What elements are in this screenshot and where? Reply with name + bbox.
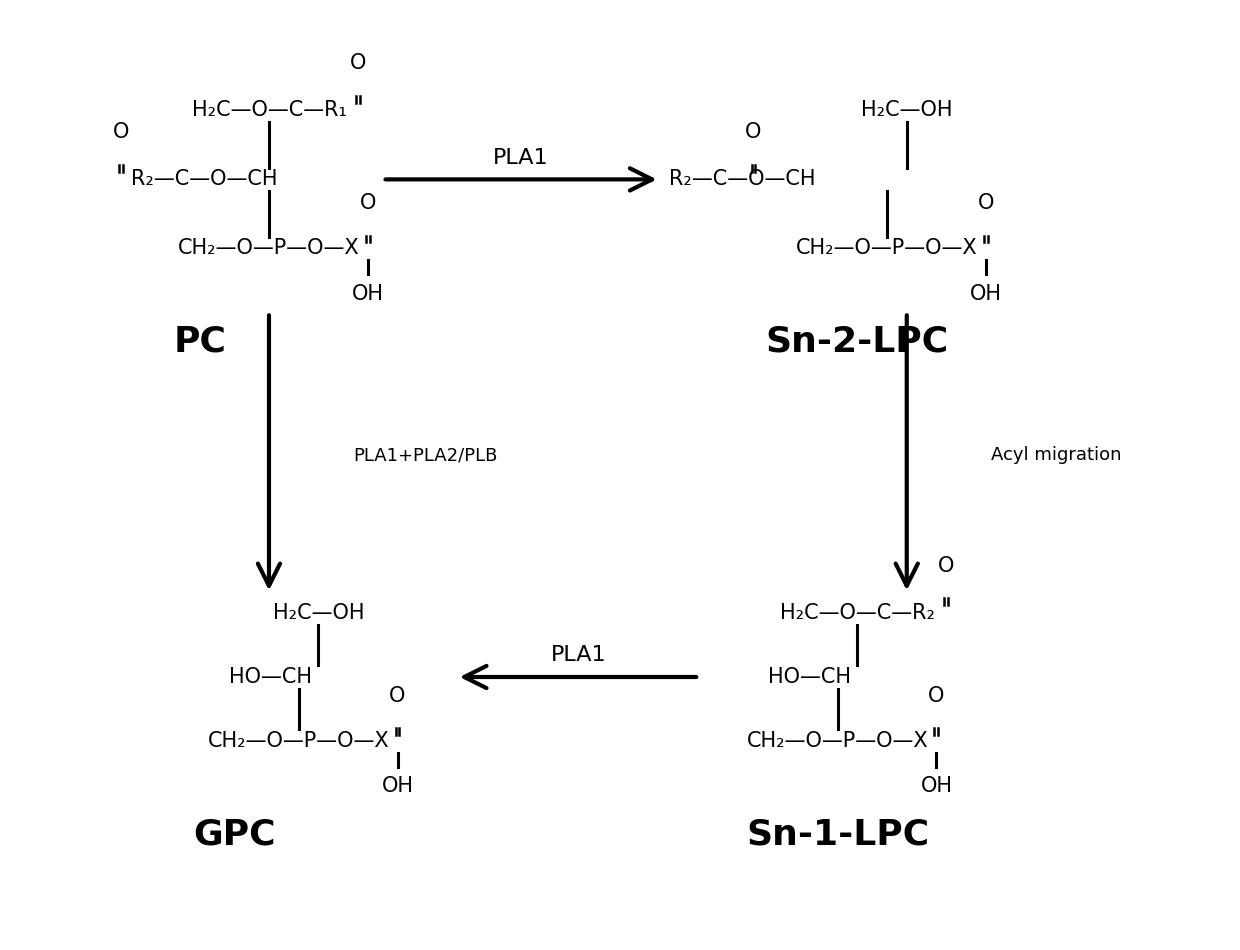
Text: OH: OH (382, 776, 413, 796)
Text: H₂C—O—C—R₁: H₂C—O—C—R₁ (191, 101, 346, 121)
Text: PC: PC (174, 325, 226, 359)
Text: O: O (350, 53, 366, 73)
Text: CH₂—O—P—O—X: CH₂—O—P—O—X (746, 732, 929, 751)
Text: CH₂—O—P—O—X: CH₂—O—P—O—X (796, 238, 978, 258)
Text: OH: OH (920, 776, 952, 796)
Text: Acyl migration: Acyl migration (991, 446, 1121, 465)
Text: O: O (929, 686, 945, 706)
Text: PLA1: PLA1 (494, 147, 549, 168)
Text: R₂—C—O—CH: R₂—C—O—CH (130, 169, 277, 189)
Text: H₂C—O—C—R₂: H₂C—O—C—R₂ (780, 603, 935, 623)
Text: Sn-2-LPC: Sn-2-LPC (766, 325, 949, 359)
Text: HO—CH: HO—CH (769, 667, 852, 687)
Text: H₂C—OH: H₂C—OH (273, 603, 365, 623)
Text: O: O (113, 123, 129, 142)
Text: HO—CH: HO—CH (229, 667, 312, 687)
Text: H₂C—OH: H₂C—OH (861, 101, 952, 121)
Text: Sn-1-LPC: Sn-1-LPC (746, 818, 929, 851)
Text: CH₂—O—P—O—X: CH₂—O—P—O—X (179, 238, 360, 258)
Text: O: O (389, 686, 405, 706)
Text: O: O (360, 193, 376, 213)
Text: PLA1: PLA1 (551, 645, 606, 665)
Text: R₂—C—O—CH: R₂—C—O—CH (670, 169, 816, 189)
Text: O: O (745, 123, 761, 142)
Text: PLA1+PLA2/PLB: PLA1+PLA2/PLB (353, 446, 497, 465)
Text: OH: OH (352, 284, 384, 304)
Text: CH₂—O—P—O—X: CH₂—O—P—O—X (208, 732, 389, 751)
Text: OH: OH (970, 284, 1002, 304)
Text: GPC: GPC (193, 818, 275, 851)
Text: O: O (939, 556, 955, 576)
Text: O: O (977, 193, 994, 213)
